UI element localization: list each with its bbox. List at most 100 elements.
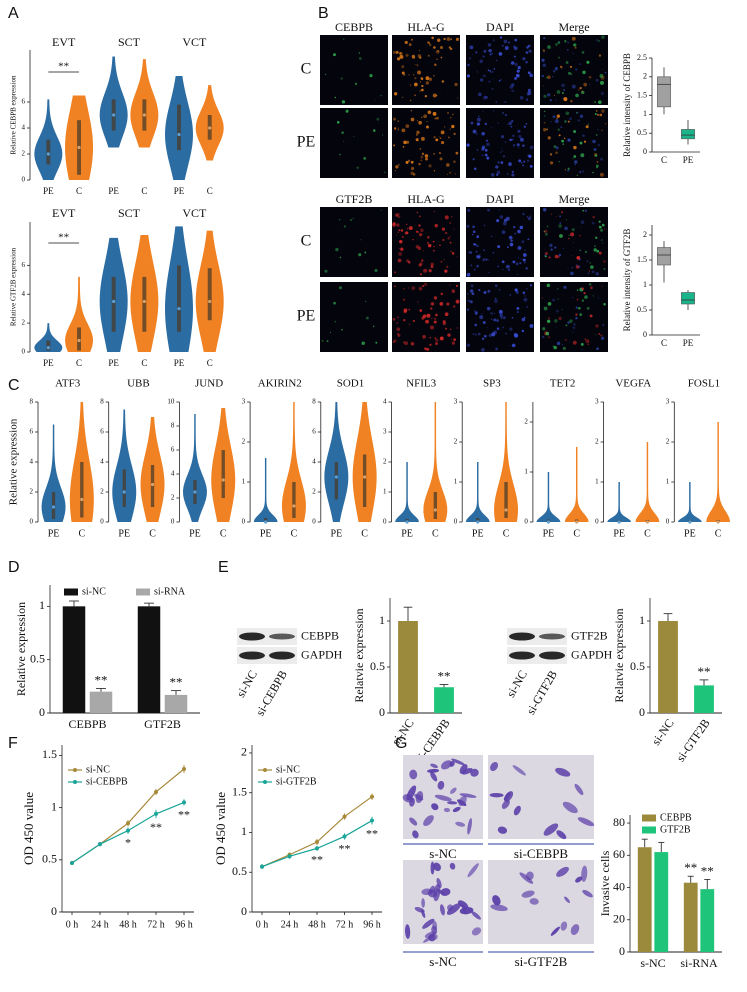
micrograph-signal (448, 46, 451, 49)
micrograph-signal (587, 123, 589, 125)
micrograph-signal (599, 225, 602, 229)
micrograph-signal (558, 224, 563, 228)
invaded-cell (489, 792, 504, 798)
channel-label: CEBPB (335, 20, 373, 34)
invaded-cell (470, 768, 479, 777)
micrograph-signal (476, 244, 479, 248)
group-name: FOSL1 (688, 378, 720, 390)
violin (395, 462, 420, 522)
micrograph-signal (574, 163, 576, 166)
micrograph-signal (498, 309, 503, 314)
micrograph-signal (556, 114, 561, 118)
micrograph (320, 108, 388, 178)
micrograph-signal (542, 63, 547, 67)
x-tick-label: si-GTF2B (673, 716, 712, 764)
micrograph-signal (546, 76, 548, 79)
micrograph-signal (565, 61, 569, 64)
micrograph-signal (542, 49, 545, 52)
micrograph-signal (467, 299, 471, 302)
micrograph-signal (555, 146, 559, 150)
x-tick-label: C (78, 528, 85, 539)
micrograph-signal (564, 338, 567, 342)
micrograph-signal (420, 228, 424, 233)
micrograph-signal (569, 319, 573, 324)
blot (237, 647, 297, 664)
micrograph-signal (472, 230, 476, 234)
micrograph-signal (581, 170, 585, 173)
x-tick-label: C (141, 358, 147, 368)
x-tick-label: 48 h (119, 919, 137, 930)
micrograph-signal (488, 49, 492, 53)
y-tick-label: 2 (22, 319, 26, 327)
micrograph-signal (475, 250, 478, 253)
micrograph-signal (543, 37, 546, 40)
x-tick-label: C (291, 528, 298, 539)
violin-box (142, 276, 147, 332)
micrograph-signal (398, 212, 400, 215)
micrograph-signal (410, 110, 412, 112)
y-axis-label: OD 450 value (213, 792, 228, 865)
channel-label: DAPI (486, 20, 514, 34)
violin-median (208, 126, 212, 130)
micrograph-signal (434, 117, 437, 120)
panel-label: B (318, 5, 329, 22)
micrograph-signal (520, 161, 523, 164)
micrograph-signal (561, 308, 563, 310)
micrograph-signal (435, 342, 438, 346)
micrograph-signal (571, 36, 576, 41)
micrograph-signal (374, 99, 376, 100)
micrograph-signal (514, 232, 516, 235)
y-tick-label: 0 (241, 904, 247, 918)
micrograph-signal (589, 286, 593, 290)
bar (637, 847, 652, 952)
micrograph-signal (543, 230, 546, 233)
y-tick-label: 1 (524, 468, 528, 476)
y-tick-label: 6 (100, 428, 104, 436)
y-axis-label: Relatvie expression (352, 608, 366, 702)
micrograph-signal (484, 122, 488, 126)
micrograph-signal (597, 143, 601, 147)
group-name: UBB (127, 378, 150, 390)
micrograph-signal (573, 43, 577, 47)
y-tick-label: 6 (22, 98, 26, 106)
micrograph-signal (440, 260, 443, 263)
micrograph-signal (566, 49, 569, 51)
micrograph-signal (508, 268, 511, 271)
micrograph-signal (600, 92, 604, 95)
micrograph-signal (483, 74, 486, 78)
micrograph-signal (542, 207, 547, 212)
micrograph-signal (494, 284, 498, 288)
y-tick-label: 8 (100, 398, 104, 406)
micrograph-signal (449, 328, 452, 331)
micrograph-signal (487, 208, 491, 212)
micrograph (392, 35, 460, 105)
micrograph-signal (509, 327, 513, 331)
micrograph-signal (509, 242, 514, 247)
x-tick-label: C (207, 186, 213, 196)
micrograph-signal (422, 285, 425, 288)
y-tick-label: 4 (312, 458, 316, 466)
micrograph-signal (529, 215, 532, 218)
x-tick-label: C (220, 528, 227, 539)
micrograph-signal (466, 224, 470, 228)
point (126, 821, 130, 826)
micrograph-signal (361, 341, 365, 345)
x-tick-label: 72 h (336, 919, 354, 930)
micrograph-signal (420, 273, 422, 276)
micrograph-signal (488, 333, 492, 338)
micrograph-signal (401, 71, 405, 75)
micrograph-signal (552, 115, 556, 119)
micrograph-signal (470, 284, 474, 288)
micrograph-signal (505, 332, 507, 335)
micrograph-signal (420, 77, 424, 80)
violin-box (80, 462, 84, 518)
micrograph-signal (422, 249, 424, 251)
violin-median (193, 490, 197, 494)
point (154, 811, 158, 816)
micrograph-signal (581, 299, 585, 302)
micrograph-signal (399, 52, 402, 55)
micrograph-signal (547, 75, 551, 80)
group-name: SP3 (483, 378, 501, 390)
micrograph-signal (517, 129, 521, 133)
